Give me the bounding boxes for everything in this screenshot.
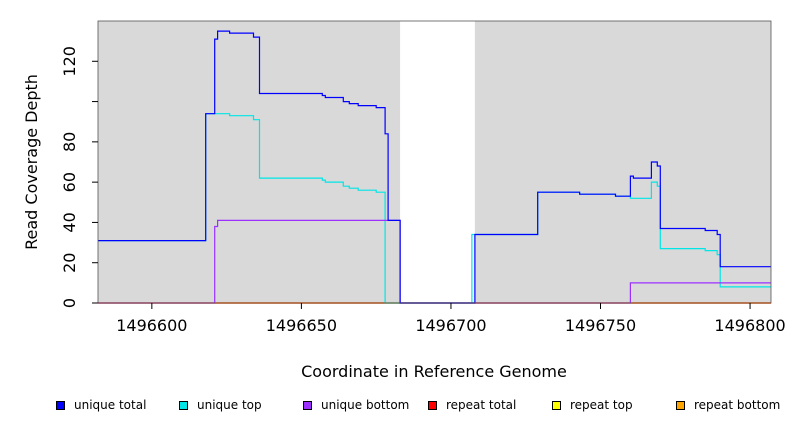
x-axis-title: Coordinate in Reference Genome xyxy=(301,362,567,381)
legend-swatch-unique-bottom xyxy=(303,400,312,410)
x-tick-label: 1496700 xyxy=(415,316,486,335)
plot-frame xyxy=(97,20,772,304)
legend-swatch-unique-total xyxy=(56,400,65,410)
y-axis-title: Read Coverage Depth xyxy=(22,74,41,250)
legend-label: repeat top xyxy=(570,398,633,412)
y-tick-label: 0 xyxy=(60,298,79,308)
axes: 1496600 1496650 1496700 1496750 1496800 0 20 40… xyxy=(60,20,786,335)
legend-swatch-repeat-bottom xyxy=(676,400,685,410)
y-tick-label: 40 xyxy=(60,212,79,232)
plot-background xyxy=(98,21,771,303)
legend-swatch-repeat-total xyxy=(428,400,437,410)
legend-swatch-repeat-top xyxy=(552,400,561,410)
legend-label: repeat total xyxy=(446,398,517,412)
legend-swatch-unique-top xyxy=(179,400,188,410)
highlight-region xyxy=(400,21,475,303)
legend-item-repeat-total: repeat total xyxy=(428,398,516,412)
y-tick-label: 60 xyxy=(60,172,79,192)
legend: unique total unique top unique bottom re… xyxy=(0,398,792,420)
legend-label: repeat bottom xyxy=(694,398,781,412)
legend-item-repeat-bottom: repeat bottom xyxy=(676,398,780,412)
legend-label: unique top xyxy=(197,398,262,412)
legend-item-unique-bottom: unique bottom xyxy=(303,398,409,412)
legend-item-repeat-top: repeat top xyxy=(552,398,633,412)
y-tick-label: 80 xyxy=(60,132,79,152)
y-tick-label: 20 xyxy=(60,253,79,273)
legend-label: unique bottom xyxy=(321,398,410,412)
series-line-unique-bottom xyxy=(98,219,771,304)
legend-item-unique-top: unique top xyxy=(179,398,262,412)
y-tick-label: 120 xyxy=(60,46,79,77)
x-tick-label: 1496800 xyxy=(714,316,785,335)
series-line-unique-total xyxy=(98,30,771,304)
x-tick-label: 1496650 xyxy=(266,316,337,335)
legend-label: unique total xyxy=(74,398,147,412)
x-tick-label: 1496600 xyxy=(116,316,187,335)
x-tick-label: 1496750 xyxy=(565,316,636,335)
legend-item-unique-total: unique total xyxy=(56,398,146,412)
